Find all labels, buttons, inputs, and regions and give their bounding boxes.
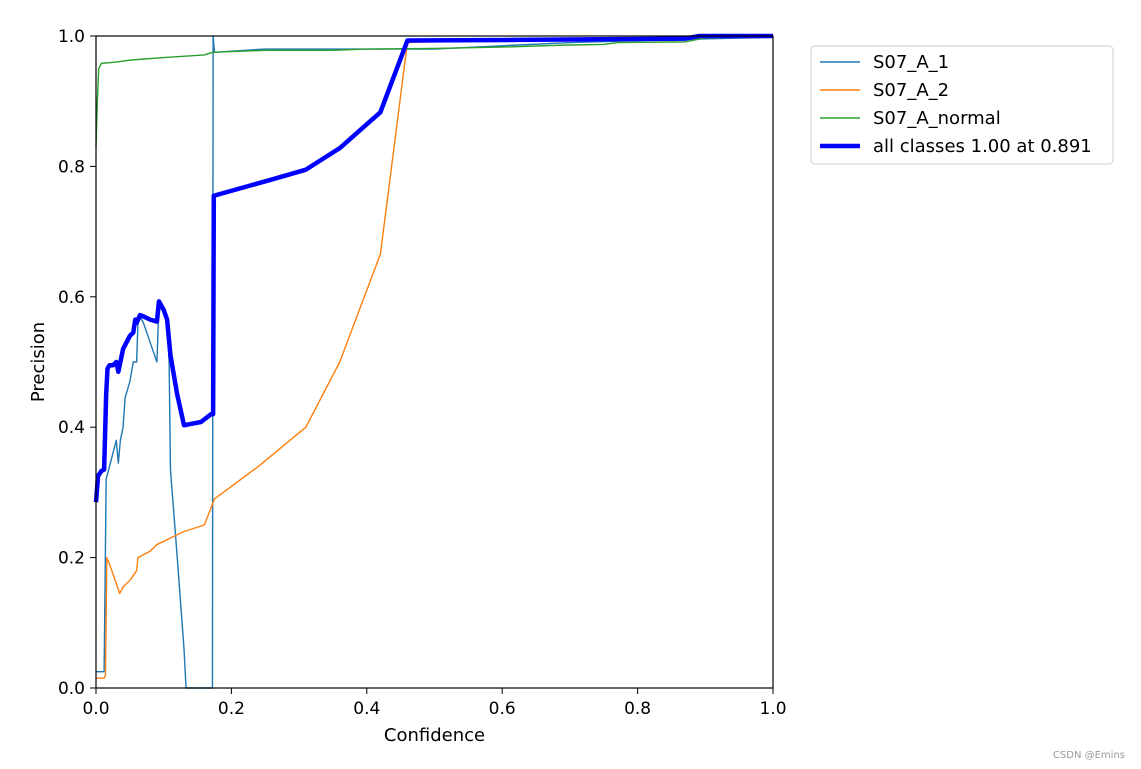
x-tick-label: 0.4 [353,699,380,719]
series-line-1 [96,35,774,679]
y-tick-label: 1.0 [58,27,85,47]
y-axis-title: Precision [28,322,49,402]
x-axis-title: Confidence [384,725,485,746]
series-line-0 [96,35,774,689]
x-axis: 0.0 0.2 0.4 0.6 0.8 1.0 [82,688,787,719]
x-tick-label: 0.8 [624,699,651,719]
legend-label-1: S07_A_2 [873,80,949,101]
legend-label-0: S07_A_1 [873,52,949,73]
x-tick-label: 0.2 [218,699,245,719]
series-line-2 [95,35,774,147]
plot-series-group [93,33,774,689]
x-tick-label: 0.6 [489,699,516,719]
y-tick-label: 0.0 [58,679,85,699]
x-tick-label: 1.0 [759,699,786,719]
y-axis: 0.0 0.2 0.4 0.6 0.8 1.0 [58,27,96,699]
legend-box [810,45,1114,165]
y-tick-label: 0.4 [58,418,85,438]
legend-label-3: all classes 1.00 at 0.891 [873,136,1092,157]
legend-label-2: S07_A_normal [873,108,1001,129]
plot-frame [95,35,774,689]
watermark-text: CSDN @Emins [1052,750,1125,761]
series-line-3 [93,33,773,503]
y-tick-label: 0.6 [58,288,85,308]
y-tick-label: 0.8 [58,157,85,177]
y-tick-label: 0.2 [58,549,85,569]
x-tick-label: 0.0 [82,699,109,719]
